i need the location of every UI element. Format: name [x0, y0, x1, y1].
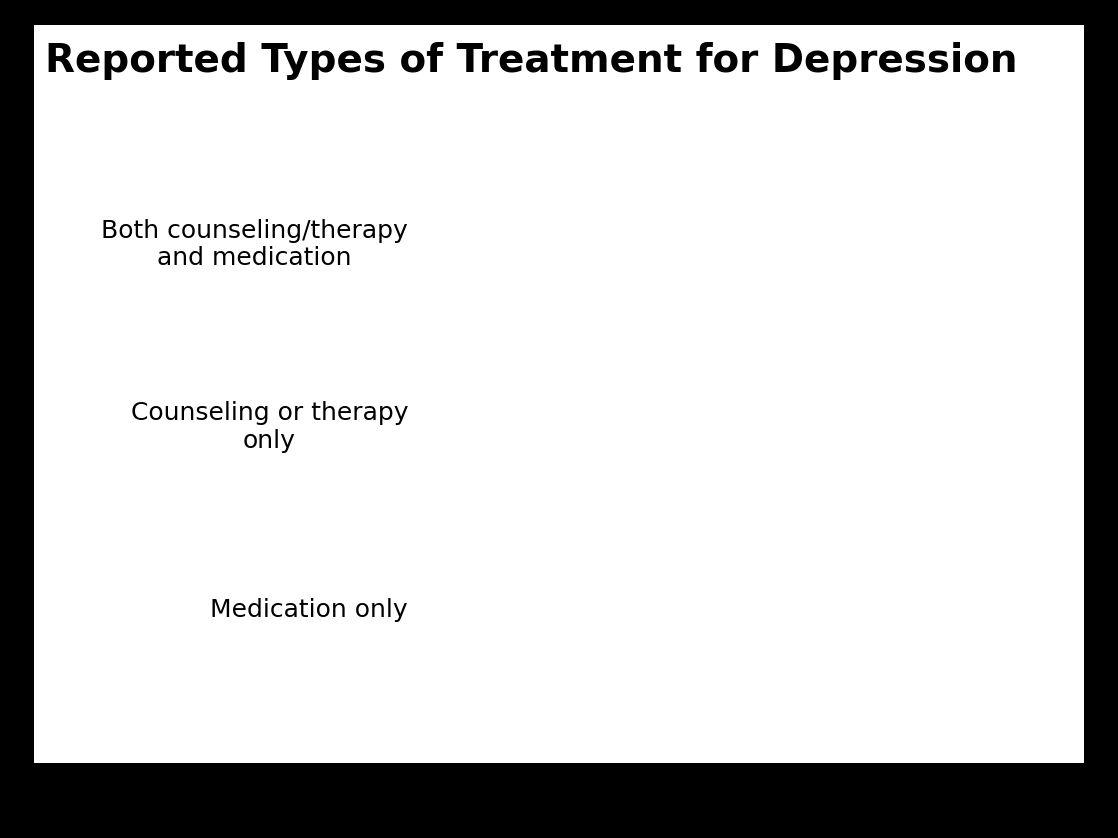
Text: 15 (30%): 15 (30%) — [794, 416, 902, 439]
Text: 19 (38%): 19 (38%) — [891, 598, 999, 623]
Bar — [425, 380, 787, 475]
Text: Reported Types of Treatment for Depression: Reported Types of Treatment for Depressi… — [45, 42, 1017, 80]
Text: Both counseling/therapy
and medication: Both counseling/therapy and medication — [102, 219, 408, 271]
Text: Medication only: Medication only — [210, 598, 408, 623]
Text: Counseling or therapy
only: Counseling or therapy only — [131, 401, 408, 453]
Bar — [425, 197, 812, 292]
Bar — [425, 562, 883, 658]
Text: 16 (32%): 16 (32%) — [818, 232, 927, 256]
